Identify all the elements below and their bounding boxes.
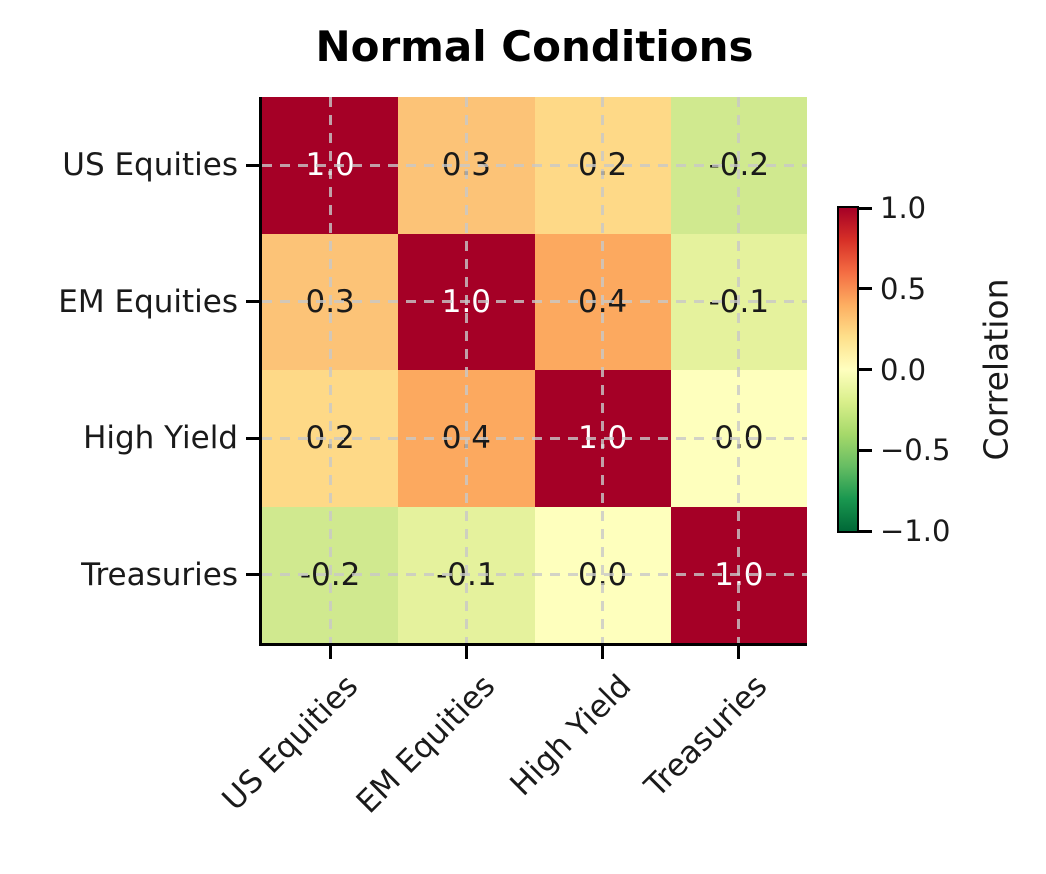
bottom-spine bbox=[259, 643, 807, 646]
x-axis-tick bbox=[737, 646, 741, 659]
gridline-vertical bbox=[601, 97, 605, 643]
chart-title: Normal Conditions bbox=[315, 22, 754, 71]
x-axis-tick-label: EM Equities bbox=[349, 668, 502, 821]
colorbar-tick-label: −1.0 bbox=[880, 514, 951, 548]
y-axis-tick bbox=[246, 573, 259, 577]
x-axis-tick-label: Treasuries bbox=[637, 668, 775, 805]
gridline-horizontal bbox=[262, 436, 807, 440]
gridline-horizontal bbox=[262, 163, 807, 167]
colorbar-tick-label: 0.0 bbox=[880, 352, 927, 387]
colorbar-tick bbox=[859, 448, 872, 452]
colorbar-tick bbox=[859, 206, 872, 210]
x-axis-tick-label: US Equities bbox=[215, 668, 366, 818]
gridline-vertical bbox=[737, 97, 741, 643]
y-axis-tick bbox=[246, 300, 259, 304]
heatmap-plot-area: 1.00.30.2-0.20.31.00.4-0.10.20.41.00.0-0… bbox=[262, 97, 807, 643]
y-axis-tick-label: High Yield bbox=[83, 420, 238, 457]
colorbar-tick-label: 1.0 bbox=[880, 191, 927, 225]
colorbar-tick-label: 0.5 bbox=[880, 271, 927, 306]
y-axis-tick-label: US Equities bbox=[62, 147, 238, 184]
colorbar-tick bbox=[859, 368, 872, 371]
gridline-vertical bbox=[464, 97, 468, 643]
gridline-vertical bbox=[328, 97, 332, 643]
x-axis-tick bbox=[328, 646, 332, 659]
colorbar-tick bbox=[859, 287, 872, 291]
y-axis-tick-label: EM Equities bbox=[58, 283, 238, 320]
y-axis-tick bbox=[246, 436, 259, 440]
gridline-horizontal bbox=[262, 573, 807, 577]
y-axis-tick-label: Treasuries bbox=[81, 556, 238, 593]
x-axis-tick bbox=[464, 646, 468, 659]
x-axis-tick-label: High Yield bbox=[503, 668, 639, 804]
gridline-horizontal bbox=[262, 300, 807, 304]
colorbar-tick bbox=[859, 529, 872, 533]
y-axis-tick bbox=[246, 163, 259, 167]
x-axis-tick bbox=[601, 646, 605, 659]
colorbar-gradient bbox=[837, 206, 859, 533]
colorbar-tick-label: −0.5 bbox=[880, 433, 951, 468]
left-spine bbox=[259, 97, 262, 646]
